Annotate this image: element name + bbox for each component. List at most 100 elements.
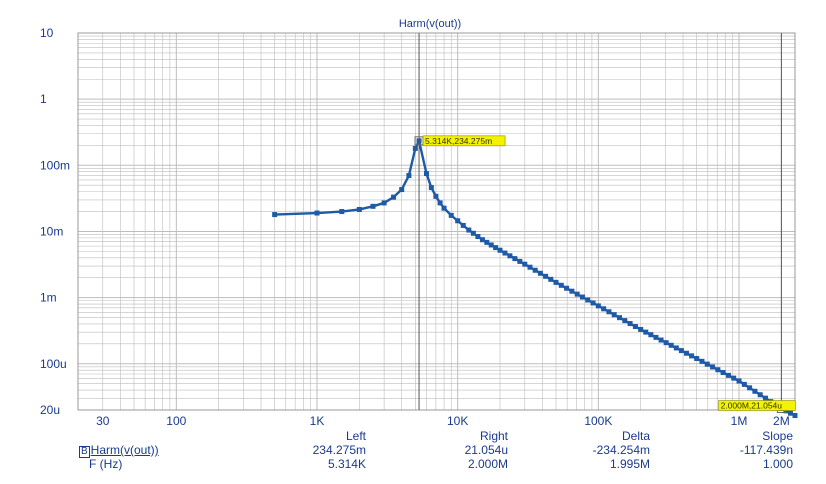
data-point bbox=[484, 239, 490, 245]
data-point bbox=[356, 206, 362, 212]
data-point bbox=[574, 291, 580, 297]
data-point bbox=[638, 326, 644, 332]
data-point bbox=[433, 193, 439, 199]
cursor-value-box bbox=[718, 400, 796, 411]
data-point bbox=[548, 276, 554, 282]
freq-label: F (Hz) bbox=[89, 457, 123, 471]
cursor-readout-table: Left Right Delta Slope B Harm(v(out)) 234… bbox=[0, 428, 826, 484]
data-point bbox=[493, 245, 499, 251]
row2-delta: 1.995M bbox=[609, 457, 650, 471]
data-point bbox=[370, 203, 376, 209]
data-point bbox=[648, 332, 654, 338]
data-point bbox=[423, 171, 429, 177]
y-tick-label: 1 bbox=[40, 92, 47, 106]
data-point bbox=[272, 212, 278, 218]
data-point bbox=[590, 300, 596, 306]
data-point bbox=[428, 185, 434, 191]
header-slope: Slope bbox=[762, 429, 793, 443]
x-tick-label: 100K bbox=[584, 414, 612, 425]
series-group bbox=[272, 138, 798, 419]
data-point bbox=[694, 356, 700, 362]
y-tick-label: 10m bbox=[40, 224, 63, 238]
data-point bbox=[579, 294, 585, 300]
row1-slope: -117.439n bbox=[739, 443, 793, 457]
y-tick-label: 10 bbox=[40, 26, 54, 40]
data-point bbox=[601, 306, 607, 312]
row1-delta: -234.254m bbox=[592, 443, 650, 457]
data-point bbox=[699, 358, 705, 364]
y-tick-label: 100u bbox=[40, 357, 67, 371]
chart-title: Harm(v(out)) bbox=[399, 18, 461, 30]
data-point bbox=[752, 388, 758, 394]
data-point bbox=[627, 321, 633, 327]
data-point bbox=[617, 315, 623, 321]
trace-badge: B bbox=[79, 446, 90, 458]
grid bbox=[77, 32, 796, 411]
data-point bbox=[502, 250, 508, 256]
tick-labels: 30 100 1K 10K 100K 1M 2M 10 1 100m 10m 1m 100u 20u bbox=[40, 26, 790, 425]
data-point bbox=[643, 329, 649, 335]
data-point bbox=[488, 242, 494, 248]
data-point bbox=[653, 334, 659, 340]
data-point bbox=[787, 410, 793, 416]
data-point bbox=[683, 350, 689, 356]
data-point bbox=[437, 200, 443, 206]
data-point bbox=[553, 279, 559, 285]
data-point bbox=[339, 209, 345, 215]
x-tick-label: 1M bbox=[731, 414, 748, 425]
data-point bbox=[460, 222, 466, 228]
data-point bbox=[783, 408, 789, 414]
data-point bbox=[441, 205, 447, 211]
data-point bbox=[668, 342, 674, 348]
trace-name-row[interactable]: B Harm(v(out)) bbox=[79, 443, 159, 458]
data-point bbox=[558, 282, 564, 288]
cursor-value-label: 2.000M,21.054u bbox=[721, 401, 783, 411]
data-point bbox=[381, 200, 387, 206]
row2-left: 5.314K bbox=[327, 457, 366, 471]
x-tick-label: 100 bbox=[166, 414, 186, 425]
data-point bbox=[622, 318, 628, 324]
data-point bbox=[632, 324, 638, 330]
data-point bbox=[611, 312, 617, 318]
header-delta: Delta bbox=[621, 429, 650, 443]
row2-right: 2.000M bbox=[467, 457, 508, 471]
data-point bbox=[673, 345, 679, 351]
data-point bbox=[736, 378, 742, 384]
data-point bbox=[527, 264, 533, 270]
data-point bbox=[466, 227, 472, 233]
data-point bbox=[585, 297, 591, 303]
header-right: Right bbox=[479, 429, 508, 443]
trace-name-link[interactable]: Harm(v(out)) bbox=[90, 443, 159, 457]
x-tick-label: 1K bbox=[310, 414, 325, 425]
row2-slope: 1.000 bbox=[762, 457, 793, 471]
row1-right: 21.054u bbox=[464, 443, 508, 457]
data-point bbox=[747, 385, 753, 391]
y-tick-label: 20u bbox=[40, 403, 60, 417]
data-point bbox=[399, 187, 405, 193]
data-point bbox=[663, 340, 669, 346]
data-point bbox=[678, 348, 684, 354]
data-point bbox=[475, 233, 481, 239]
data-point bbox=[537, 270, 543, 276]
data-point bbox=[762, 395, 768, 401]
data-point bbox=[522, 261, 528, 267]
y-tick-label: 100m bbox=[40, 158, 70, 172]
data-point bbox=[569, 288, 575, 294]
cursor-value-label: 5.314K,234.275m bbox=[425, 136, 492, 146]
x-tick-label: 10K bbox=[447, 414, 468, 425]
data-point bbox=[731, 375, 737, 381]
header-left: Left bbox=[345, 429, 366, 443]
harmonic-plot[interactable]: 30 100 1K 10K 100K 1M 2M 10 1 100m 10m 1m 100u 20u Ha… bbox=[0, 0, 826, 425]
row1-left: 234.275m bbox=[312, 443, 366, 457]
data-point bbox=[792, 413, 798, 419]
data-point bbox=[606, 309, 612, 315]
x-tick-label: 2M bbox=[773, 414, 790, 425]
cursor-group[interactable]: 5.314K,234.275m 2.000M,21.054u bbox=[414, 33, 796, 414]
data-point bbox=[517, 258, 523, 264]
data-point bbox=[564, 285, 570, 291]
data-point bbox=[512, 256, 518, 262]
y-tick-label: 1m bbox=[40, 291, 57, 305]
data-point bbox=[406, 173, 412, 179]
data-point bbox=[715, 367, 721, 373]
data-point bbox=[720, 370, 726, 376]
